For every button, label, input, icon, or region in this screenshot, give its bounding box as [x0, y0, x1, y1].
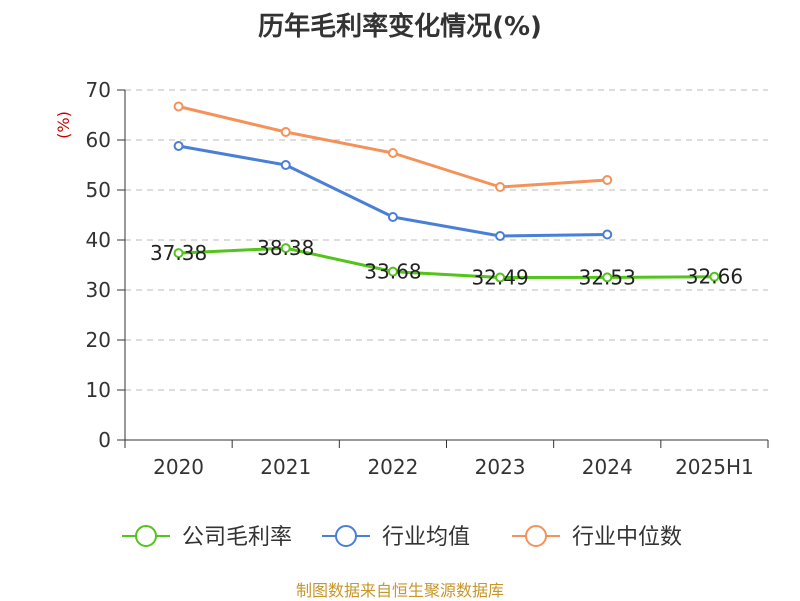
data-point — [280, 160, 291, 170]
data-label: 33.68 — [364, 260, 421, 284]
source-footnote: 制图数据来自恒生聚源数据库 — [295, 581, 504, 600]
y-tick-label: 60 — [86, 128, 111, 152]
legend-label: 公司毛利率 — [182, 525, 292, 550]
series-line — [177, 246, 716, 279]
y-tick-label: 50 — [86, 178, 111, 202]
data-label: 37.38 — [150, 241, 207, 265]
legend: 公司毛利率 行业均值 行业中位数 — [122, 525, 682, 550]
legend-marker — [135, 525, 157, 547]
data-point — [602, 229, 613, 240]
data-label: 38.38 — [257, 236, 314, 260]
data-label: 32.49 — [471, 266, 528, 290]
y-axis-label: (%) — [54, 111, 73, 139]
series-line — [177, 105, 609, 189]
label-layer: 37.38 38.38 33.68 32.49 32.53 32.66 — [150, 236, 743, 289]
data-point — [495, 231, 506, 241]
legend-marker — [525, 525, 547, 547]
data-point — [280, 243, 291, 254]
data-label: 32.53 — [579, 265, 636, 289]
y-tick-label: 70 — [86, 78, 111, 102]
data-point — [602, 272, 613, 283]
data-point — [173, 141, 184, 151]
data-point — [387, 266, 398, 277]
x-tick-label: 2025H1 — [675, 455, 754, 479]
data-point — [173, 101, 184, 112]
series-line — [177, 144, 609, 238]
data-point — [495, 272, 506, 283]
y-tick-label: 30 — [86, 278, 111, 302]
data-point — [495, 182, 506, 192]
legend-label: 行业中位数 — [572, 525, 682, 550]
y-tick-label: 40 — [86, 228, 111, 252]
data-point — [709, 271, 720, 282]
x-tick-label: 2022 — [367, 455, 418, 479]
legend-label: 行业均值 — [382, 525, 470, 550]
x-tick-label: 2020 — [153, 455, 204, 479]
x-tick-label: 2023 — [475, 455, 526, 479]
data-point — [280, 127, 291, 137]
chart-title: 历年毛利率变化情况(%) — [258, 12, 542, 42]
data-point — [387, 148, 398, 158]
y-tick-label: 20 — [86, 328, 111, 352]
data-label: 32.66 — [686, 265, 743, 289]
x-tick-label: 2024 — [582, 455, 633, 479]
grid-layer — [125, 89, 768, 391]
y-tick-label: 10 — [86, 378, 111, 402]
data-point — [173, 248, 184, 259]
data-point — [387, 212, 398, 222]
legend-marker — [335, 525, 357, 547]
y-tick-label: 0 — [98, 428, 111, 452]
x-tick-label: 2021 — [260, 455, 311, 479]
data-point — [602, 175, 613, 185]
series-layer — [173, 101, 720, 283]
axis-layer: 0 10 20 30 40 50 60 70 2020 2021 2022 2023 2024 2025H… — [54, 78, 769, 479]
